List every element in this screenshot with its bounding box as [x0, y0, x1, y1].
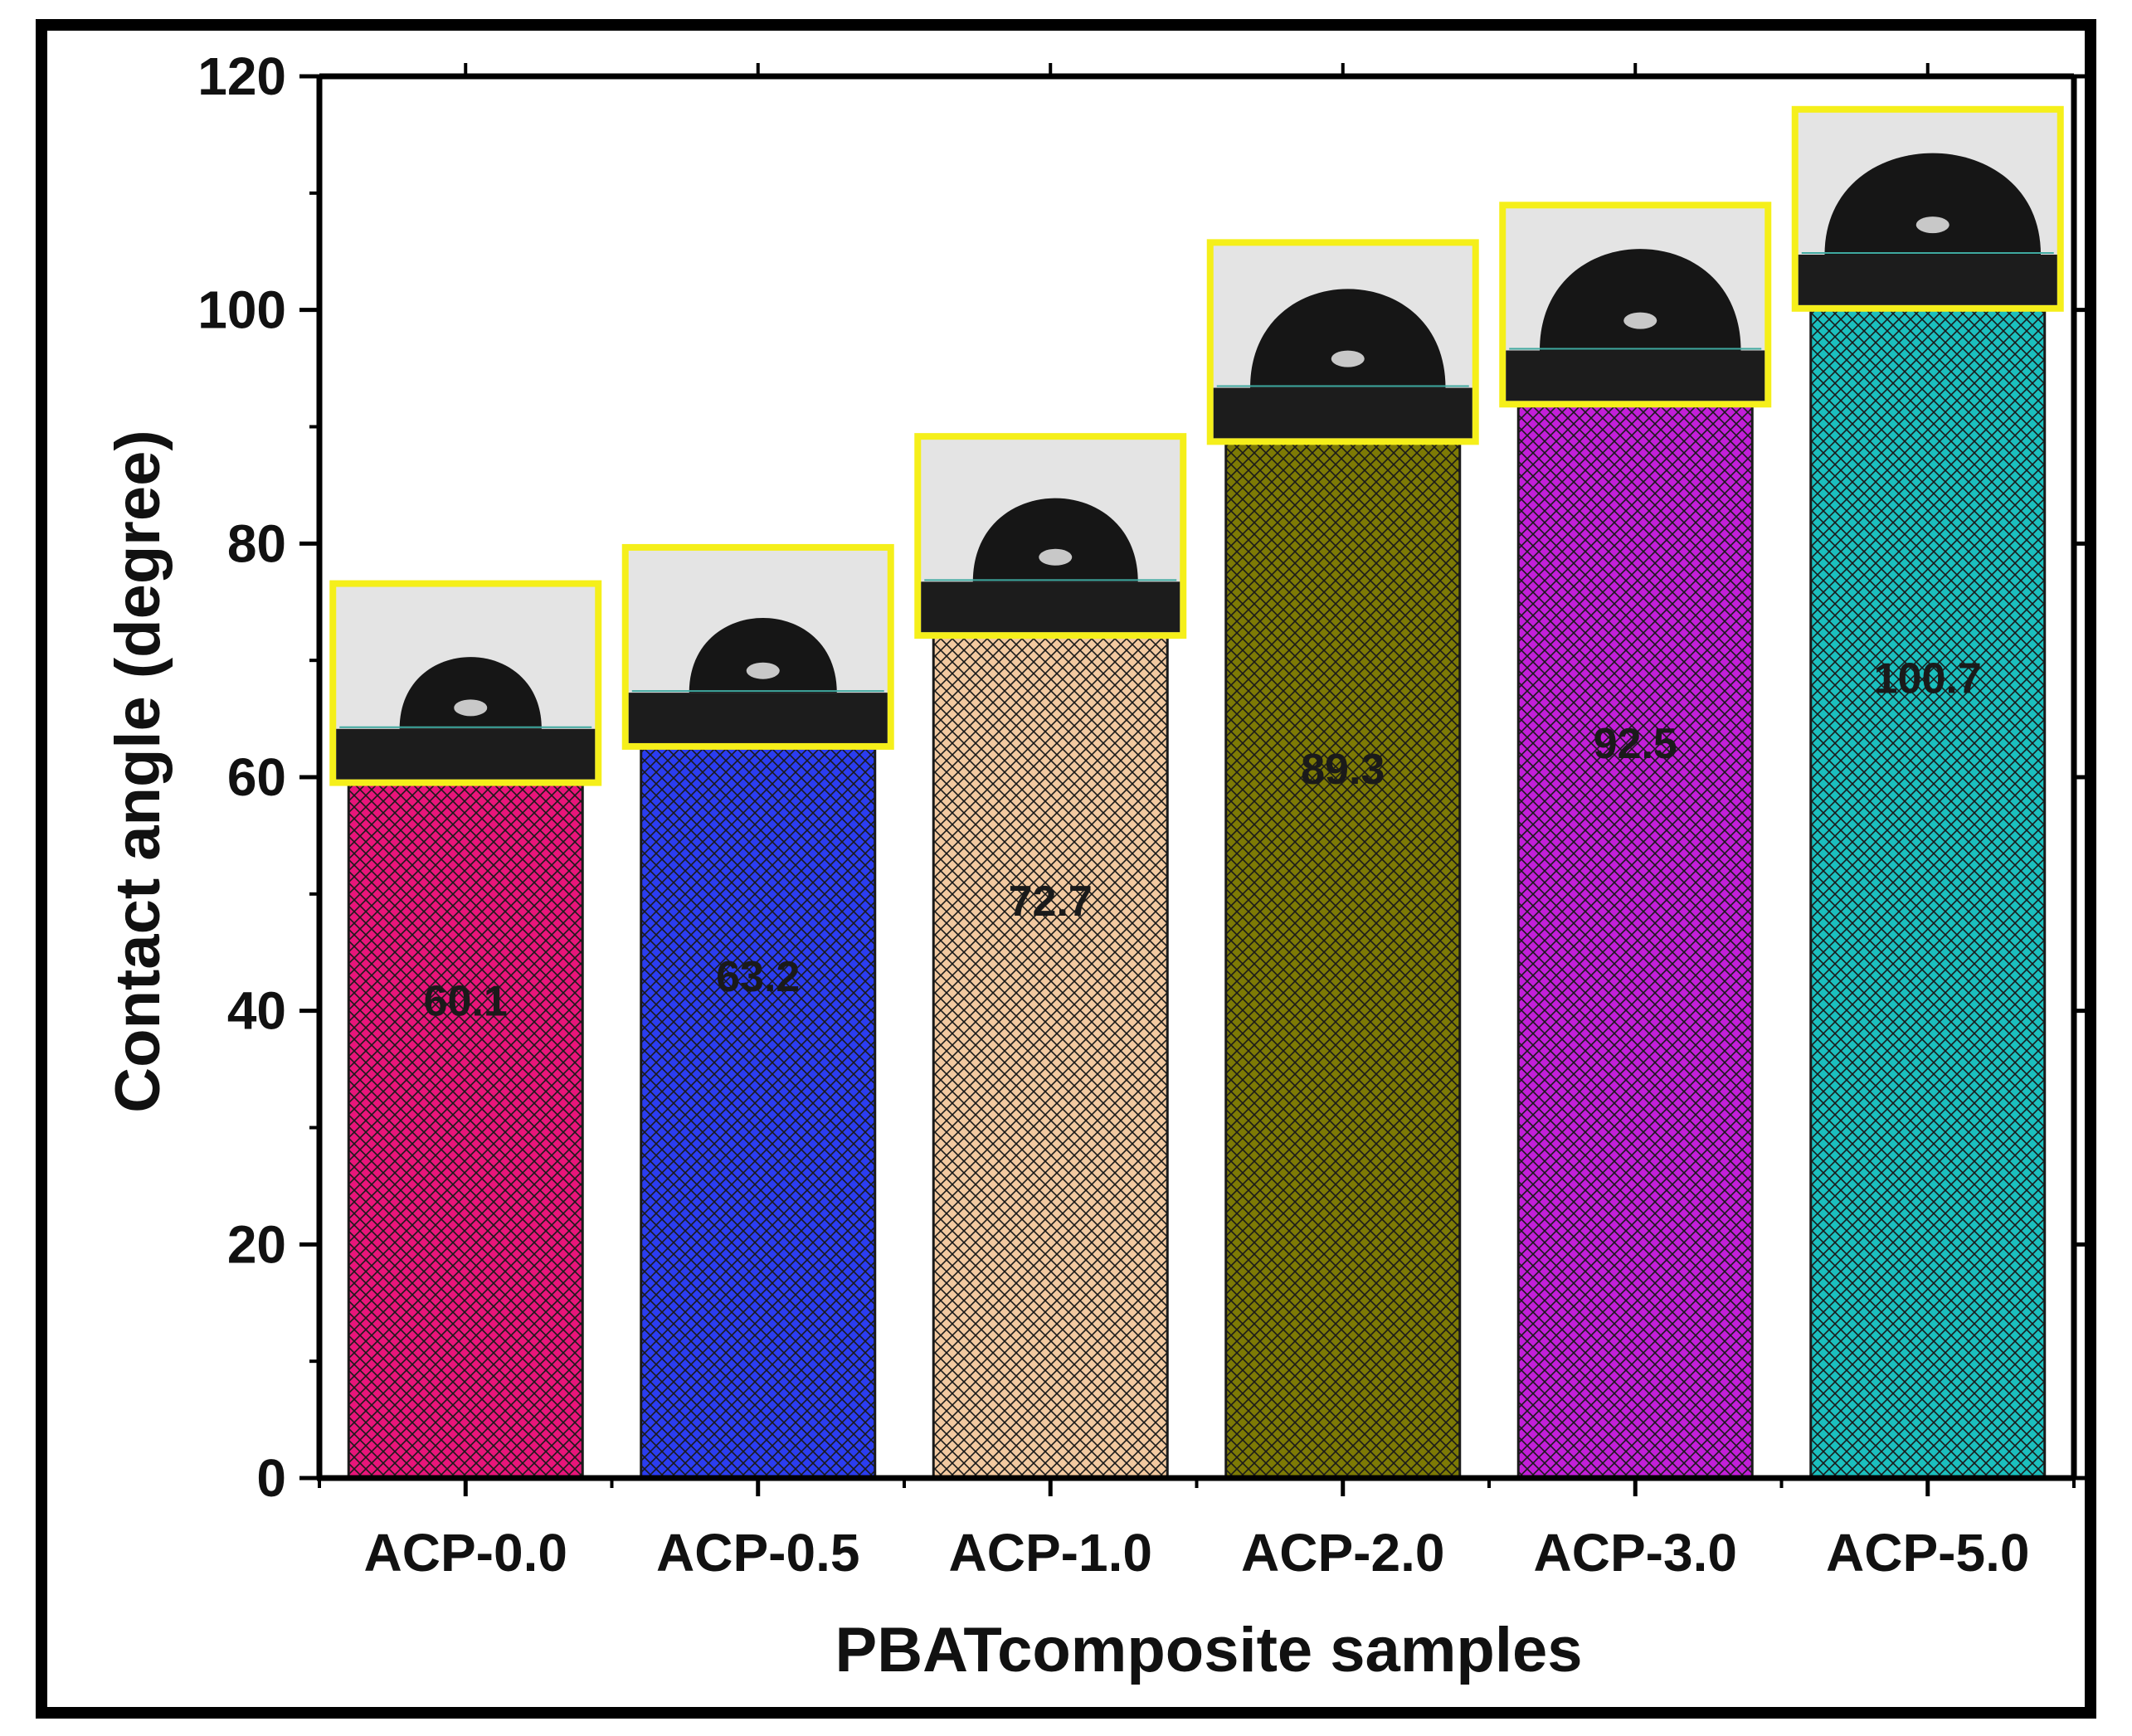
droplet-highlight — [1331, 350, 1365, 367]
substrate-surface — [921, 581, 1180, 633]
substrate-surface — [1213, 387, 1472, 439]
droplet-inset — [621, 543, 894, 750]
droplet-highlight — [1039, 548, 1073, 566]
droplet-highlight — [1623, 312, 1657, 329]
y-tick-label: 0 — [256, 1448, 286, 1508]
data-labels-layer: 60.1 63.2 72.7 89.3 92.5 100.7 — [424, 655, 1982, 1026]
y-axis-title: Contact angle (degree) — [103, 430, 173, 1112]
water-droplet — [972, 498, 1138, 582]
water-droplet — [399, 657, 542, 729]
water-droplet — [1824, 153, 2042, 255]
data-label: 92.5 — [1594, 720, 1677, 768]
x-tick-label: ACP-0.0 — [364, 1523, 567, 1583]
y-tick-label: 120 — [197, 46, 286, 106]
substrate-surface — [628, 693, 888, 743]
data-label: 89.3 — [1301, 746, 1385, 794]
substrate-surface — [1798, 255, 2057, 305]
bar-acp-1-0 — [932, 627, 1169, 1480]
figure-frame — [36, 19, 2096, 1719]
y-tick-label: 100 — [197, 280, 286, 340]
data-label: 72.7 — [1009, 878, 1093, 926]
x-axis-title: PBATcomposite samples — [835, 1615, 1583, 1685]
bar-acp-3-0 — [1516, 396, 1754, 1480]
y-tick-label: 40 — [227, 981, 286, 1041]
x-tick-label: ACP-0.5 — [656, 1523, 859, 1583]
data-label: 60.1 — [424, 977, 508, 1025]
droplet-inset — [329, 580, 602, 786]
bar-acp-0-0 — [347, 775, 584, 1480]
droplet-highlight — [454, 699, 488, 717]
droplet-highlight — [1915, 216, 1949, 234]
y-tick-label: 80 — [227, 513, 286, 573]
insets-layer — [329, 105, 2064, 786]
droplet-highlight — [746, 662, 780, 679]
substrate-surface — [336, 728, 596, 780]
x-tick-label: ACP-2.0 — [1241, 1523, 1444, 1583]
data-label: 100.7 — [1874, 655, 1982, 703]
y-tick-label: 60 — [227, 747, 286, 807]
droplet-inset — [1206, 239, 1479, 445]
water-droplet — [1250, 289, 1446, 388]
water-droplet — [1540, 249, 1741, 351]
axes-layer: ACP-0.0 ACP-0.5 ACP-1.0 ACP-2.0 ACP-3.0 ACP-5… — [197, 46, 2089, 1583]
y-tick-label: 20 — [227, 1214, 286, 1274]
x-tick-label: ACP-1.0 — [949, 1523, 1152, 1583]
water-droplet — [689, 618, 837, 693]
droplet-inset — [914, 433, 1187, 639]
substrate-surface — [1506, 350, 1765, 401]
data-label: 63.2 — [716, 953, 800, 1001]
x-tick-label: ACP-3.0 — [1534, 1523, 1737, 1583]
bars-layer — [347, 300, 2047, 1480]
bar-acp-2-0 — [1224, 433, 1462, 1480]
x-tick-label: ACP-5.0 — [1826, 1523, 2029, 1583]
droplet-inset — [1791, 105, 2064, 312]
bar-acp-5-0 — [1809, 300, 2047, 1480]
droplet-inset — [1499, 202, 1772, 408]
bar-acp-0-5 — [640, 738, 877, 1480]
